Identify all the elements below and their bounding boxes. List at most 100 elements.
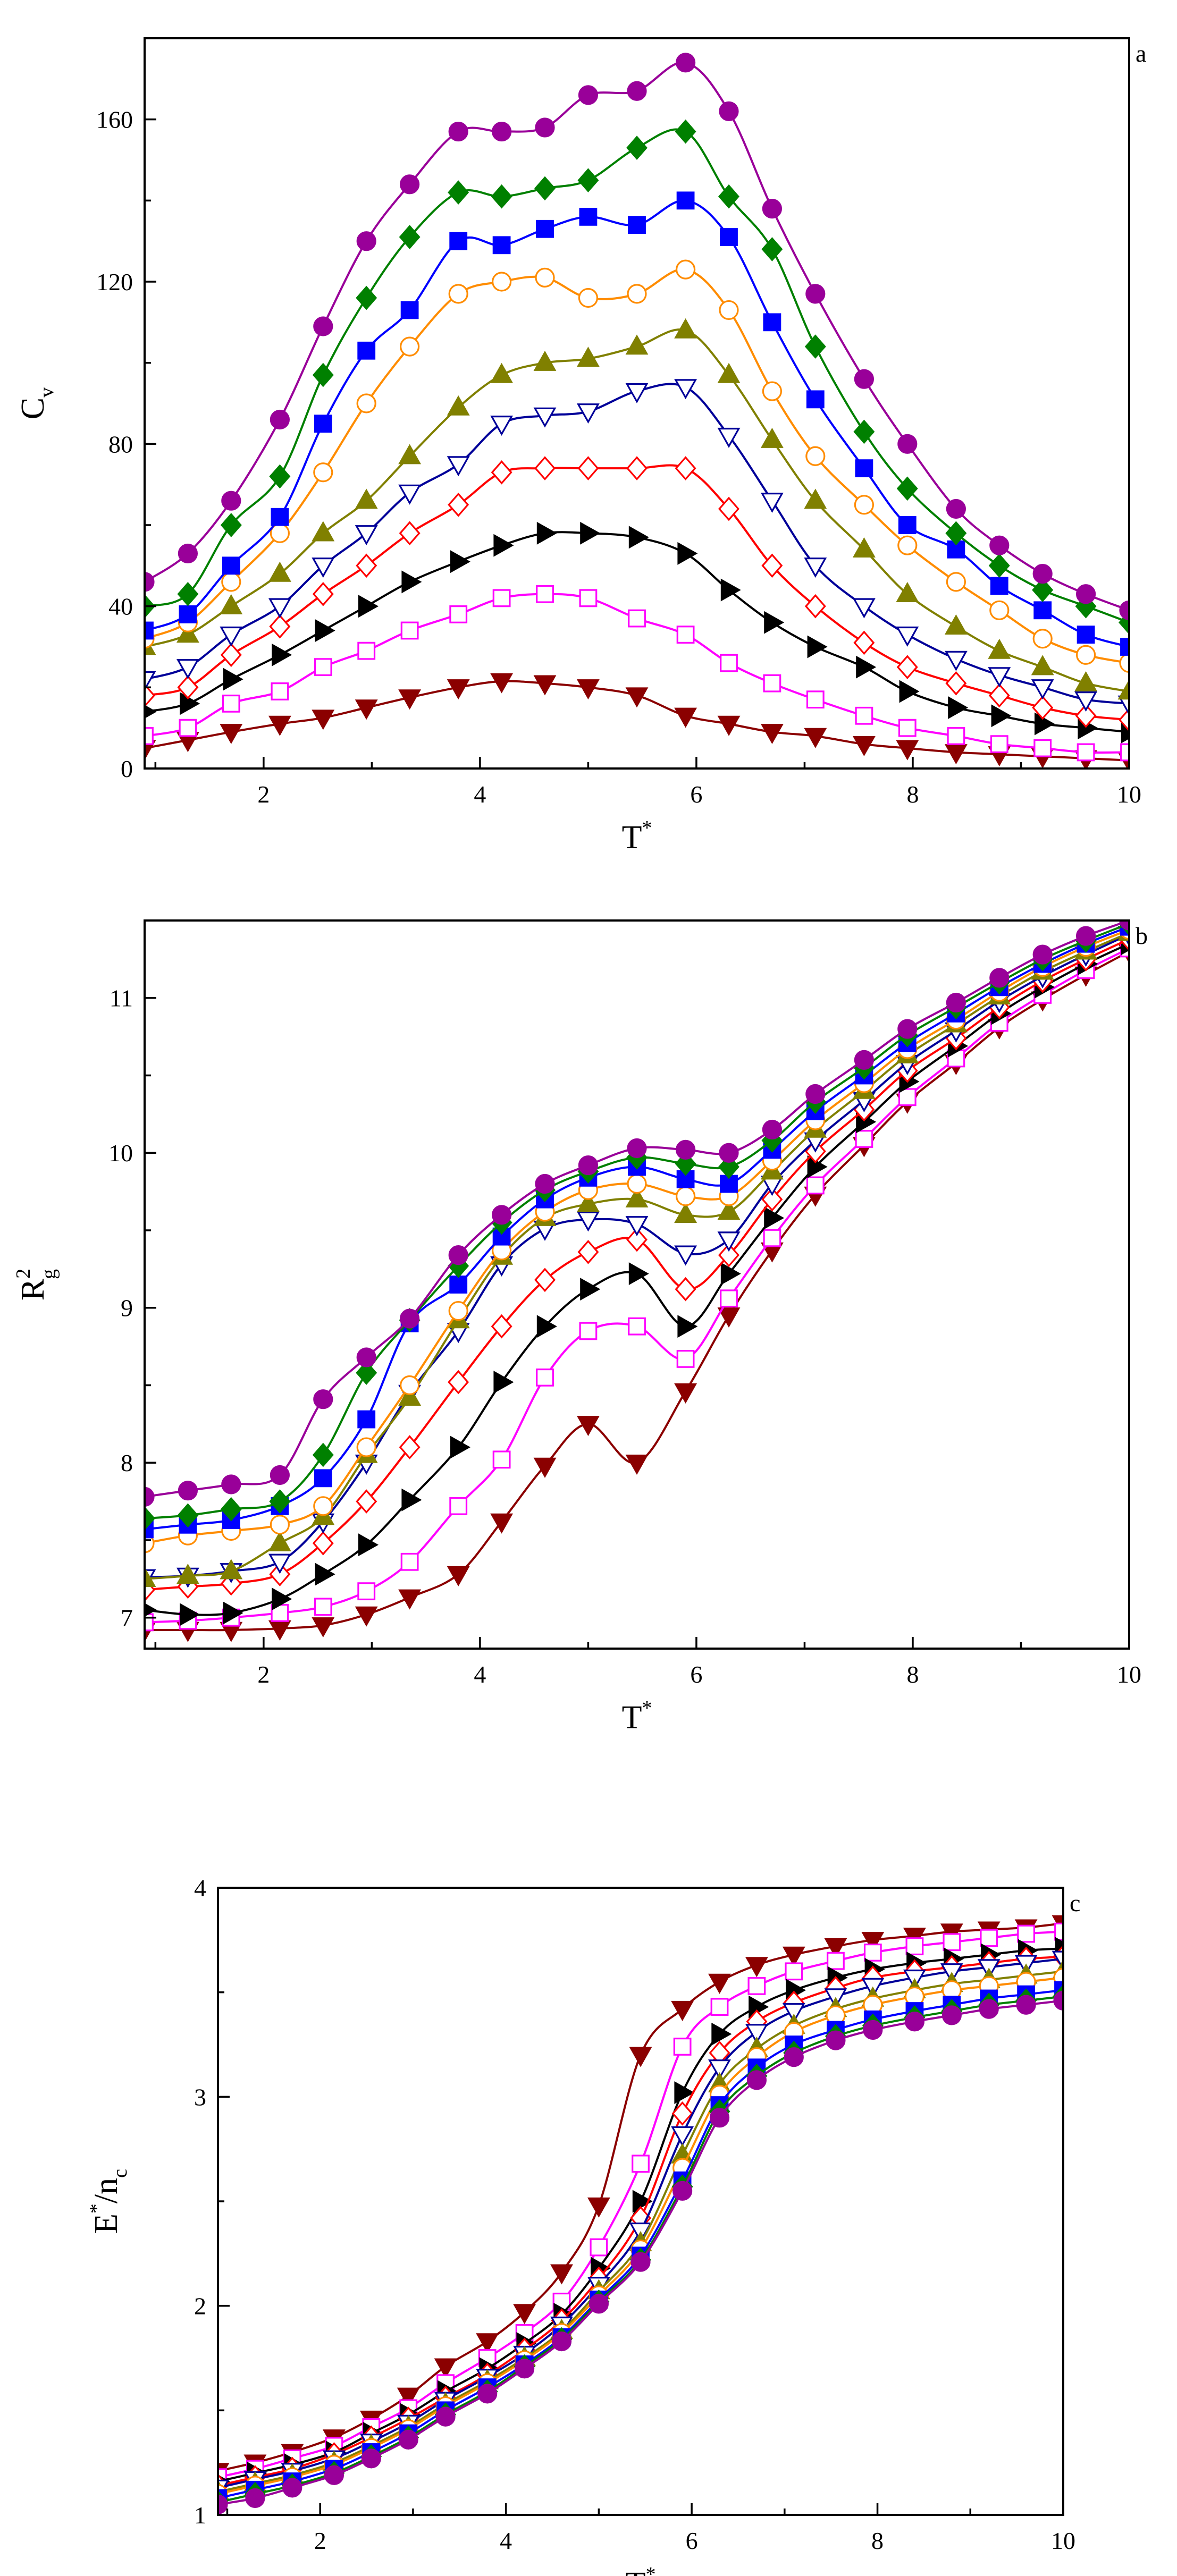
data-point — [177, 675, 199, 700]
data-point — [448, 1245, 468, 1265]
y-axis-label: R2 g — [12, 1269, 60, 1300]
data-point — [271, 682, 289, 700]
data-point — [447, 679, 470, 700]
data-point — [671, 2101, 693, 2126]
series-s2 — [145, 585, 1129, 762]
data-point — [493, 1371, 514, 1394]
data-point — [355, 488, 378, 509]
series-line — [145, 464, 1129, 721]
data-point — [671, 2126, 694, 2147]
data-point — [492, 121, 512, 142]
data-point — [944, 744, 968, 765]
data-point — [220, 724, 243, 745]
data-point — [804, 558, 827, 578]
data-point — [271, 508, 289, 526]
series-s3 — [145, 932, 1129, 1626]
data-point — [490, 362, 514, 383]
data-point — [898, 719, 917, 737]
data-point — [674, 318, 697, 339]
data-point — [401, 570, 422, 594]
data-point — [270, 1465, 290, 1485]
data-point — [356, 285, 377, 310]
data-point — [763, 674, 781, 692]
data-point — [760, 427, 784, 448]
data-point — [356, 553, 377, 578]
series-s4 — [145, 456, 1129, 732]
data-point — [988, 667, 1011, 688]
data-point — [675, 1186, 696, 1206]
y-tick-label: 11 — [110, 985, 133, 1012]
data-point — [717, 1200, 741, 1220]
data-point — [1117, 695, 1129, 716]
data-point — [590, 2238, 608, 2257]
data-point — [719, 300, 739, 320]
data-point — [719, 101, 739, 121]
data-point — [672, 2181, 693, 2201]
data-point — [804, 334, 826, 359]
series-s5 — [145, 926, 1129, 1590]
data-point — [272, 1587, 292, 1611]
chart-panel-a: 2 4 6 8 10 0 40 80 120 160 a T* Cv — [15, 37, 1146, 856]
data-point — [578, 1155, 599, 1176]
data-point — [1119, 600, 1129, 620]
data-point — [897, 1019, 918, 1039]
data-point — [1032, 578, 1054, 602]
data-point — [747, 1977, 766, 1995]
data-point — [1052, 1950, 1063, 1971]
y-axis-label-tail: /n — [88, 2178, 124, 2203]
data-point — [356, 231, 376, 251]
data-point — [675, 1139, 696, 1160]
data-point — [806, 1176, 825, 1195]
data-point — [764, 1206, 785, 1230]
data-point — [896, 581, 919, 603]
y-axis-label: Cv — [15, 387, 58, 419]
data-point — [577, 456, 599, 480]
data-point — [312, 1442, 334, 1467]
data-point — [804, 488, 827, 509]
x-axis-label-sup: * — [645, 2563, 655, 2576]
x-tick-label: 10 — [1117, 781, 1141, 808]
x-tick-label: 2 — [314, 2527, 326, 2554]
data-point — [448, 1370, 469, 1395]
data-point — [626, 136, 648, 160]
data-point — [577, 1239, 599, 1264]
data-point — [806, 390, 825, 409]
data-point — [476, 2333, 499, 2354]
data-point — [400, 1552, 419, 1571]
y-axis-label-sup: 2 — [12, 1269, 35, 1279]
data-point — [988, 638, 1011, 659]
data-point — [357, 641, 376, 660]
data-point — [450, 550, 470, 573]
y-axis-label-main: C — [15, 398, 51, 419]
data-point — [674, 707, 697, 728]
data-point — [827, 1952, 845, 1970]
data-point — [270, 1515, 290, 1535]
data-point — [1031, 655, 1054, 675]
data-point — [674, 1383, 697, 1404]
data-point — [145, 1487, 155, 1507]
data-point — [449, 605, 468, 623]
x-axis-label-main: T — [622, 820, 642, 856]
data-point — [625, 1216, 649, 1237]
data-point — [588, 2294, 609, 2314]
data-point — [477, 2384, 498, 2404]
x-tick-label: 4 — [500, 2527, 512, 2554]
data-point — [145, 572, 155, 592]
data-point — [625, 687, 649, 708]
data-point — [762, 381, 782, 401]
y-tick-label: 10 — [108, 1139, 133, 1167]
data-point — [627, 81, 647, 101]
data-point — [269, 1489, 291, 1514]
data-point — [220, 594, 243, 614]
data-point — [632, 2155, 650, 2173]
data-point — [1074, 691, 1098, 712]
data-point — [176, 622, 199, 643]
data-point — [628, 1262, 649, 1286]
data-point — [863, 1944, 882, 1962]
data-point — [314, 1598, 332, 1616]
data-point — [990, 577, 1008, 595]
data-point — [315, 619, 335, 642]
data-point — [674, 1203, 697, 1223]
data-point — [854, 495, 874, 515]
data-point — [269, 464, 291, 489]
